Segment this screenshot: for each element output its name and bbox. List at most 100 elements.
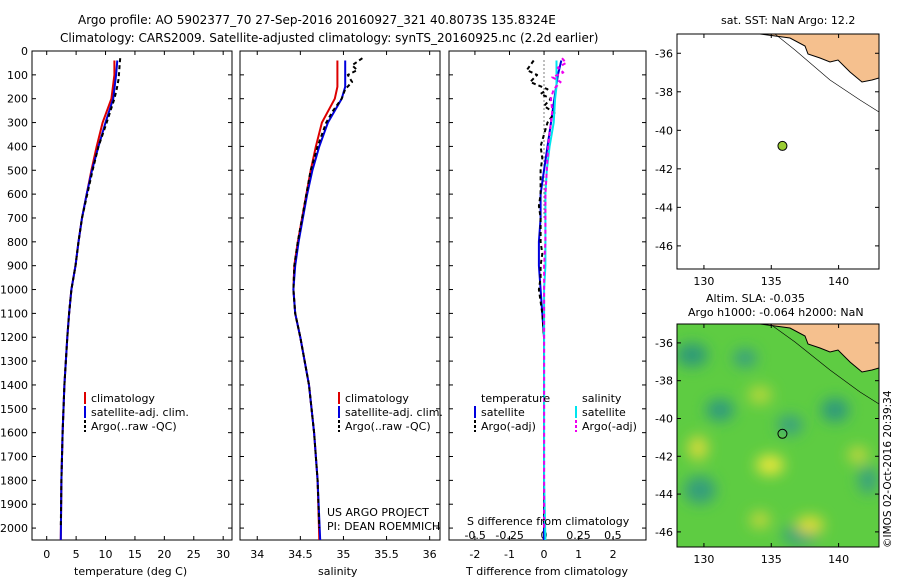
credits-line-1: US ARGO PROJECT (327, 506, 429, 519)
sal-legend-climatology-label: climatology (345, 392, 409, 405)
salinity-xlabel: salinity (318, 565, 358, 578)
depth-tick-label: 800 (7, 236, 28, 249)
x-tick-label: 35 (336, 548, 350, 561)
depth-tick-label: 0 (21, 45, 28, 58)
x-tick-label: 1 (575, 548, 582, 561)
map-lat-tick-label: -38 (655, 375, 673, 388)
sla-map-field (677, 324, 879, 547)
difference-top-xlabel: S difference from climatology (467, 515, 630, 528)
diff-legend-t-argo-label: Argo(-adj) (481, 420, 536, 433)
sla-blob (796, 516, 824, 534)
map-lat-tick-label: -44 (655, 201, 673, 214)
sla-blob (688, 436, 708, 460)
x-tick-label: 34.5 (288, 548, 313, 561)
map-lon-tick-label: 130 (693, 275, 714, 288)
depth-tick-label: 900 (7, 260, 28, 273)
difference-series (525, 57, 568, 540)
x-tick-label: 5 (73, 548, 80, 561)
salinity-series (292, 57, 363, 540)
map-lat-tick-label: -36 (655, 337, 673, 350)
depth-tick-label: 1100 (0, 307, 28, 320)
depth-axis: 0 100 200 300 400 500 600 700 800 900 1000 1100 1200… (0, 45, 646, 535)
map-lat-tick-label: -44 (655, 488, 673, 501)
depth-tick-label: 200 (7, 93, 28, 106)
sla-blob (706, 399, 734, 421)
map-lon-tick-label: 140 (828, 553, 849, 566)
sst-australia-coast (759, 34, 879, 83)
sla-argo-location-dot (777, 428, 788, 439)
map-lat-tick-label: -36 (655, 47, 673, 60)
x-tick-label: 35.5 (374, 548, 399, 561)
depth-tick-label: 1500 (0, 403, 28, 416)
diff-legend-t-satellite-label: satellite (481, 406, 525, 419)
sla-blob (677, 343, 708, 367)
map-lat-tick-label: -42 (655, 163, 673, 176)
map-lat-tick-label: -40 (655, 124, 673, 137)
depth-tick-label: 500 (7, 164, 28, 177)
diff-legend-s-argo-label: Argo(-adj) (582, 420, 637, 433)
map-lat-tick-label: -46 (655, 526, 673, 539)
x-tick-label: 34 (250, 548, 264, 561)
sla-blob (748, 386, 772, 404)
credits-line-2: PI: DEAN ROEMMICH (327, 520, 440, 533)
sla-blob (821, 398, 849, 422)
sla-map-title: Altim. SLA: -0.035 (706, 292, 805, 305)
temperature-diff-argo-line (525, 59, 556, 529)
difference-legend: temperature salinity satellite Argo(-adj… (474, 392, 637, 433)
depth-tick-label: 600 (7, 188, 28, 201)
sla-map-frame (676, 323, 880, 548)
legend-climatology-label: climatology (91, 392, 155, 405)
depth-tick-label: 1400 (0, 379, 28, 392)
temperature-panel-frame (31, 50, 233, 541)
sla-map-subtitle: Argo h1000: -0.064 h2000: NaN (688, 306, 864, 319)
sla-australia-coast (759, 324, 879, 373)
depth-tick-label: 1700 (0, 451, 28, 464)
map-lat-tick-label: -38 (655, 86, 673, 99)
sst-map-title: sat. SST: NaN Argo: 12.2 (721, 14, 855, 27)
salinity-diff-tick-label: -0.25 (495, 529, 523, 542)
sst-bathymetry-contour (774, 34, 879, 113)
legend-satellite-label: satellite-adj. clim. (91, 406, 189, 419)
temperature-climatology-line (59, 60, 116, 540)
map-lat-tick-label: -42 (655, 450, 673, 463)
difference-panel-frame (448, 50, 647, 541)
sla-map-axes: 130 135 140 -36 -38 -40 -42 -44 -46 (655, 324, 879, 566)
map-lat-tick-label: -40 (655, 412, 673, 425)
sst-argo-location-dot (777, 140, 788, 151)
legend-salinity-title: salinity (582, 392, 622, 405)
x-tick-label: 20 (157, 548, 171, 561)
sst-map-axes: 130 135 140 -36 -38 -40 -42 -44 -46 (655, 34, 879, 288)
x-tick-label: 30 (216, 548, 230, 561)
sst-map-frame (676, 33, 880, 270)
sst-map-land (759, 34, 879, 113)
difference-xlabel: T difference from climatology (465, 565, 628, 578)
salinity-diff-tick-label: -0.5 (464, 529, 485, 542)
x-tick-label: 0 (43, 548, 50, 561)
diff-legend-s-satellite-label: satellite (582, 406, 626, 419)
map-lat-tick-label: -46 (655, 240, 673, 253)
depth-tick-label: 300 (7, 117, 28, 130)
salinity-argo-line (292, 57, 363, 529)
depth-tick-label: 2000 (0, 522, 28, 535)
sla-anomaly-blobs (677, 343, 878, 545)
sla-bathymetry-contour (769, 324, 879, 405)
depth-tick-label: 1300 (0, 355, 28, 368)
x-tick-label: -2 (469, 548, 480, 561)
x-tick-label: 10 (99, 548, 113, 561)
sla-blob (684, 476, 716, 504)
salinity-diff-argo-line (543, 57, 568, 529)
sla-blob (858, 466, 878, 494)
x-tick-label: 0 (541, 548, 548, 561)
sal-legend-argo-label: Argo(..raw -QC) (345, 420, 431, 433)
x-tick-label: 25 (187, 548, 201, 561)
map-lon-tick-label: 130 (693, 553, 714, 566)
x-tick-label: 36 (423, 548, 437, 561)
sla-blob (750, 512, 770, 528)
temperature-series (59, 58, 122, 540)
header-line-2: Climatology: CARS2009. Satellite-adjuste… (60, 31, 598, 45)
depth-tick-label: 1600 (0, 427, 28, 440)
salinity-climatology-line (292, 60, 339, 540)
temperature-legend: climatology satellite-adj. clim. Argo(..… (84, 392, 189, 433)
x-tick-label: 15 (128, 548, 142, 561)
depth-tick-label: 400 (7, 140, 28, 153)
